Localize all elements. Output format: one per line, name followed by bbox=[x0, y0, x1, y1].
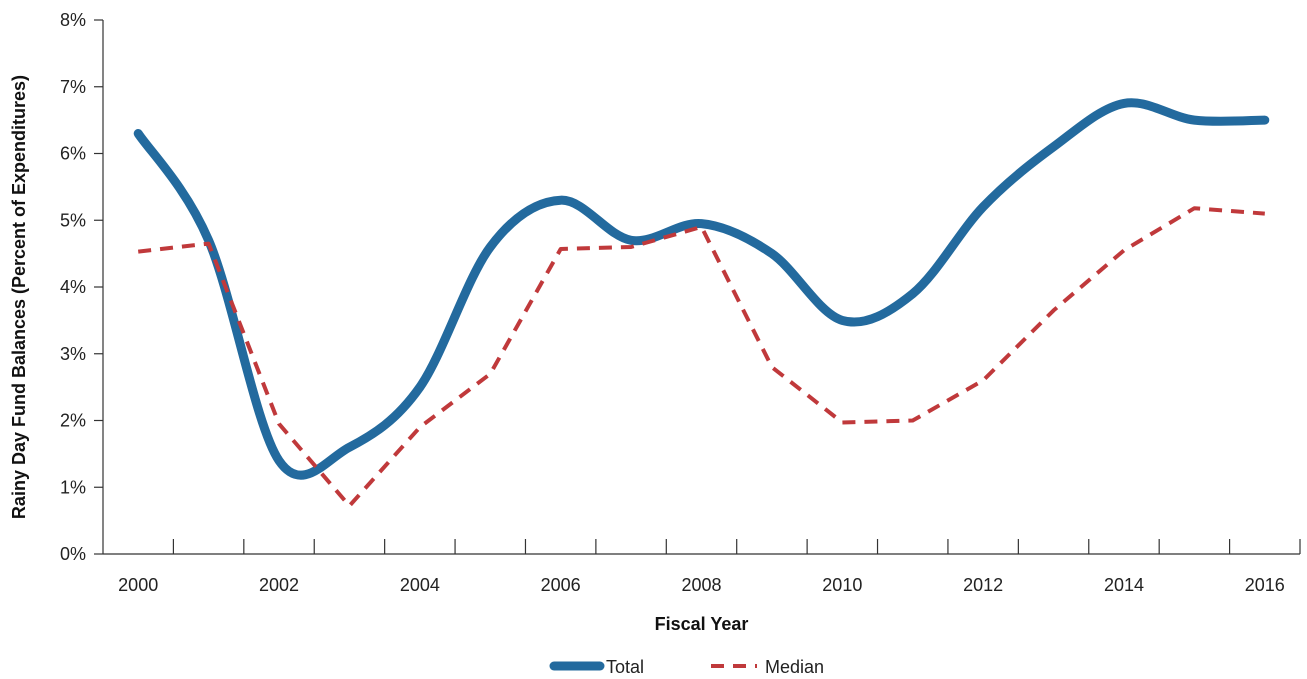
data-point-total bbox=[982, 206, 984, 208]
x-tick-label: 2004 bbox=[400, 575, 440, 595]
data-point-median bbox=[489, 373, 491, 375]
x-tick-label: 2002 bbox=[259, 575, 299, 595]
data-point-median bbox=[630, 246, 632, 248]
y-tick-label: 6% bbox=[60, 144, 86, 164]
y-tick-label: 4% bbox=[60, 277, 86, 297]
data-point-total bbox=[1053, 146, 1055, 148]
x-tick-label: 2000 bbox=[118, 575, 158, 595]
legend: Total Median bbox=[549, 657, 824, 677]
data-point-total bbox=[208, 239, 210, 241]
x-tick-label: 2008 bbox=[681, 575, 721, 595]
data-point-total bbox=[1123, 102, 1125, 104]
y-tick-label: 2% bbox=[60, 411, 86, 431]
x-tick-label: 2012 bbox=[963, 575, 1003, 595]
data-point-total bbox=[348, 446, 350, 448]
data-point-median bbox=[348, 505, 350, 507]
data-point-median bbox=[1053, 309, 1055, 311]
data-point-median bbox=[560, 248, 562, 250]
data-point-median bbox=[701, 226, 703, 228]
data-point-total bbox=[912, 293, 914, 295]
data-point-total bbox=[630, 239, 632, 241]
y-tick-label: 8% bbox=[60, 10, 86, 30]
data-point-total bbox=[489, 246, 491, 248]
data-point-total bbox=[1193, 119, 1195, 121]
data-point-median bbox=[208, 243, 210, 245]
data-point-total bbox=[771, 253, 773, 255]
data-point-total bbox=[137, 132, 139, 134]
data-point-total bbox=[1264, 119, 1266, 121]
legend-label-total: Total bbox=[606, 657, 644, 677]
y-tick-label: 7% bbox=[60, 77, 86, 97]
x-axis-title: Fiscal Year bbox=[655, 614, 749, 634]
data-point-median bbox=[1193, 207, 1195, 209]
data-point-median bbox=[771, 366, 773, 368]
x-tick-label: 2014 bbox=[1104, 575, 1144, 595]
data-point-total bbox=[419, 386, 421, 388]
data-point-median bbox=[1264, 213, 1266, 215]
y-tick-label: 1% bbox=[60, 477, 86, 497]
x-axis: 2000 2002 2004 2006 2008 2010 2012 2014 2016 bbox=[103, 539, 1301, 595]
data-point-median bbox=[982, 379, 984, 381]
x-tick-label: 2016 bbox=[1245, 575, 1285, 595]
y-tick-label: 0% bbox=[60, 544, 86, 564]
data-point-median bbox=[419, 426, 421, 428]
data-point-median bbox=[278, 423, 280, 425]
data-point-median bbox=[137, 251, 139, 253]
x-tick-label: 2006 bbox=[541, 575, 581, 595]
data-point-median bbox=[912, 420, 914, 422]
series-line-median bbox=[137, 206, 1265, 508]
data-point-median bbox=[841, 422, 843, 424]
data-point-total bbox=[560, 199, 562, 201]
legend-label-median: Median bbox=[765, 657, 824, 677]
series-line-total bbox=[133, 98, 1270, 480]
y-tick-label: 3% bbox=[60, 344, 86, 364]
data-point-total bbox=[841, 319, 843, 321]
y-axis: 0% 1% 2% 3% 4% 5% 6% 7% 8% bbox=[60, 10, 104, 564]
y-tick-label: 5% bbox=[60, 210, 86, 230]
data-point-total bbox=[701, 223, 703, 225]
data-point-total bbox=[278, 460, 280, 462]
data-point-median bbox=[1123, 249, 1125, 251]
x-tick-label: 2010 bbox=[822, 575, 862, 595]
series-layer bbox=[133, 98, 1270, 508]
y-axis-title: Rainy Day Fund Balances (Percent of Expe… bbox=[9, 75, 29, 519]
